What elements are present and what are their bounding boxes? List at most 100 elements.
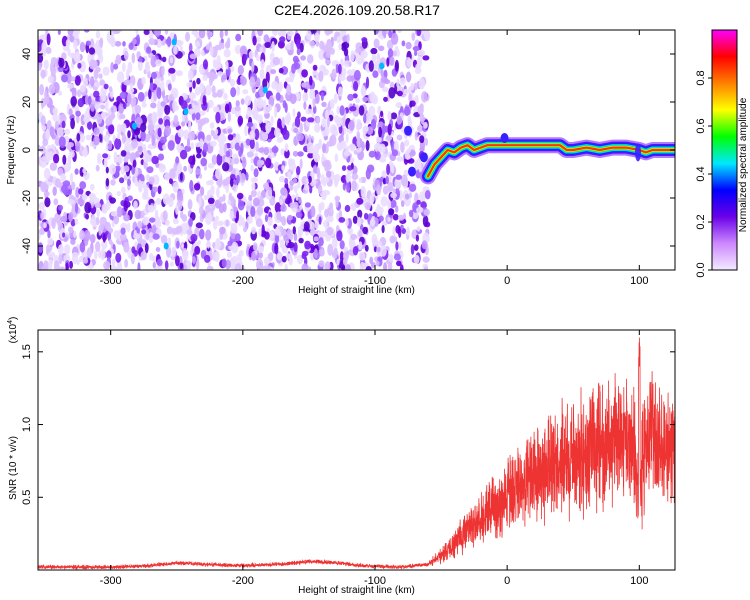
noise-speckle	[96, 113, 103, 125]
noise-speckle	[192, 256, 196, 264]
noise-speckle	[177, 128, 184, 138]
noise-speckle	[339, 251, 344, 263]
noise-speckle	[47, 251, 56, 258]
noise-speckle	[292, 226, 296, 235]
spectrogram-y-axis-label: Frequency (Hz)	[6, 116, 17, 185]
noise-speckle	[226, 251, 232, 259]
noise-speckle	[188, 119, 192, 132]
noise-speckle	[188, 92, 196, 100]
noise-speckle	[345, 146, 349, 153]
noise-speckle	[334, 177, 339, 188]
noise-speckle	[120, 150, 127, 157]
noise-speckle	[64, 162, 70, 173]
noise-speckle	[387, 123, 392, 136]
noise-speckle	[309, 228, 317, 236]
noise-speckle	[110, 179, 116, 186]
noise-speckle	[349, 106, 357, 112]
noise-speckle	[119, 233, 127, 241]
noise-speckle	[396, 156, 404, 162]
noise-speckle	[341, 165, 347, 172]
noise-speckle	[90, 183, 95, 191]
noise-speckle	[141, 76, 146, 85]
noise-speckle	[350, 50, 355, 62]
noise-speckle	[280, 187, 288, 196]
noise-speckle	[45, 184, 49, 191]
signal-ridge	[426, 144, 675, 178]
noise-speckle	[408, 93, 412, 103]
noise-speckle	[182, 250, 189, 261]
noise-speckle	[219, 226, 226, 235]
noise-speckle	[198, 196, 202, 208]
noise-speckle	[83, 171, 90, 181]
noise-speckle	[191, 30, 199, 36]
noise-speckle	[156, 87, 162, 100]
noise-speckle	[69, 172, 74, 183]
noise-speckle	[423, 121, 428, 129]
noise-speckle	[77, 98, 85, 108]
noise-speckle	[164, 219, 170, 226]
noise-speckle	[192, 80, 196, 89]
noise-speckle	[108, 140, 113, 151]
noise-speckle	[94, 250, 98, 260]
noise-speckle	[108, 227, 114, 234]
noise-speckle	[127, 130, 131, 139]
noise-speckle	[89, 76, 95, 87]
noise-speckle	[172, 218, 179, 225]
noise-speckle	[172, 91, 177, 98]
noise-speckle	[154, 265, 162, 270]
noise-speckle	[101, 239, 108, 250]
noise-speckle	[212, 154, 217, 166]
noise-speckle	[171, 246, 177, 258]
noise-speckle	[336, 225, 340, 232]
noise-speckle	[302, 250, 309, 257]
noise-speckle	[316, 167, 320, 177]
colorbar-tick-label: 0.0	[695, 262, 707, 277]
noise-speckle	[152, 112, 157, 123]
noise-speckle	[383, 262, 388, 270]
noise-speckle	[222, 178, 230, 187]
noise-speckle	[205, 84, 212, 96]
noise-speckle	[408, 183, 417, 192]
noise-speckle	[338, 217, 346, 223]
noise-speckle	[278, 175, 285, 183]
noise-speckle	[105, 144, 109, 152]
noise-speckle	[83, 258, 89, 264]
noise-speckle	[318, 216, 322, 225]
noise-speckle	[146, 166, 154, 174]
noise-speckle	[152, 233, 160, 240]
noise-speckle	[244, 125, 248, 137]
noise-speckle	[357, 131, 360, 142]
noise-speckle	[151, 155, 159, 165]
noise-speckle	[253, 242, 258, 251]
noise-speckle	[157, 153, 165, 161]
noise-speckle	[279, 36, 286, 43]
noise-speckle	[67, 142, 74, 148]
noise-speckle	[173, 114, 179, 124]
noise-speckle	[377, 256, 383, 262]
noise-speckle	[345, 133, 349, 143]
noise-speckle	[336, 258, 340, 266]
noise-speckle	[417, 105, 424, 116]
noise-speckle	[151, 134, 155, 147]
noise-speckle	[344, 264, 352, 270]
noise-speckle	[85, 40, 91, 46]
noise-speckle	[58, 253, 63, 265]
noise-speckle	[164, 260, 169, 270]
noise-speckle	[75, 202, 79, 214]
noise-speckle	[281, 116, 285, 129]
noise-speckle	[147, 70, 151, 79]
noise-speckle	[388, 208, 395, 216]
noise-speckle	[181, 222, 188, 235]
noise-speckle	[58, 136, 66, 148]
noise-speckle	[162, 144, 167, 150]
noise-speckle	[183, 129, 190, 140]
noise-speckle	[381, 170, 387, 178]
noise-speckle	[250, 206, 256, 218]
noise-speckle	[281, 255, 287, 263]
x-tick-label: 100	[630, 575, 648, 587]
noise-speckle	[245, 138, 251, 146]
noise-speckle	[114, 156, 120, 163]
noise-speckle	[123, 102, 127, 110]
noise-speckle	[221, 42, 225, 50]
noise-speckle	[48, 84, 55, 95]
